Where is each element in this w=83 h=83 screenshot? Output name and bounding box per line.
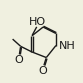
Text: HO: HO — [29, 17, 46, 27]
Text: O: O — [15, 55, 23, 65]
Text: O: O — [39, 66, 47, 76]
Text: NH: NH — [59, 41, 76, 51]
